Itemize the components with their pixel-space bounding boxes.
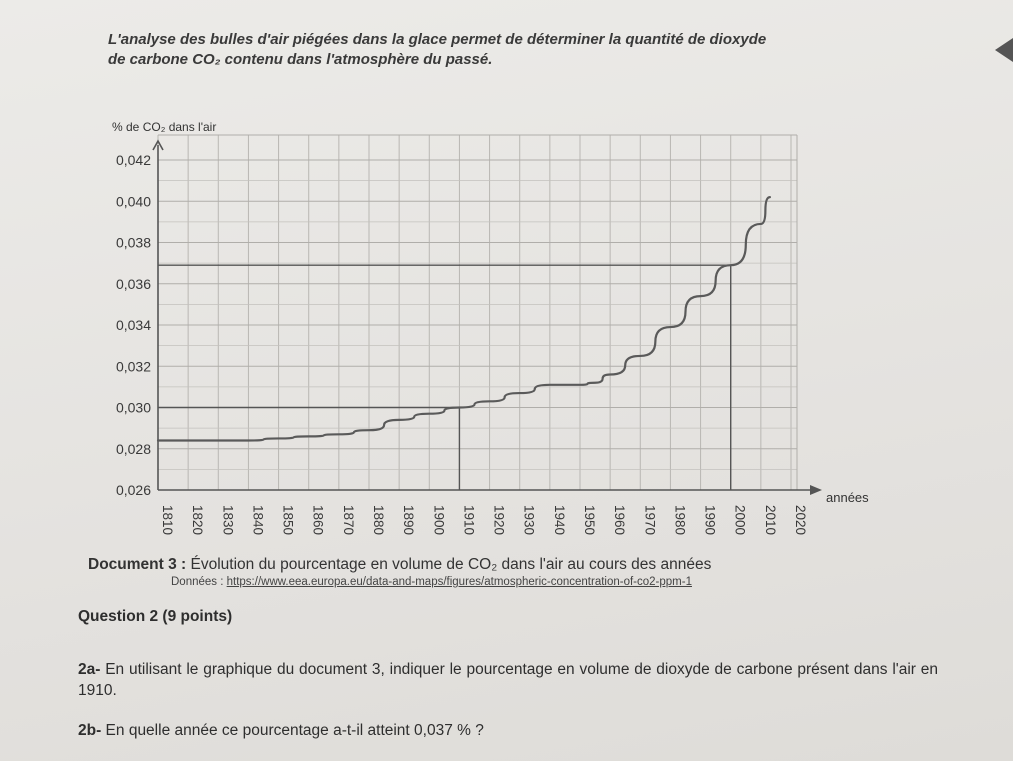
caption-text-before: Évolution du pourcentage en volume de (186, 556, 468, 573)
x-tick-label: 1860 (311, 505, 326, 535)
co2-chart-svg: 0,026 0,028 0,030 0,032 0,034 0,036 0,038 0,040… (112, 120, 869, 535)
y-axis-label-co2: CO₂ (143, 120, 166, 134)
y-tick-label: 0,042 (116, 152, 151, 168)
x-tick-label: 2000 (733, 505, 748, 535)
x-tick-label: 1910 (461, 505, 476, 535)
page-corner-mark (995, 38, 1013, 62)
x-tick-label: 2020 (793, 505, 808, 535)
reference-lines (158, 264, 732, 490)
intro-line1: L'analyse des bulles d'air piégées dans … (108, 31, 767, 48)
intro-text: L'analyse des bulles d'air piégées dans … (108, 30, 948, 70)
x-tick-label: 1850 (281, 505, 296, 535)
source-link[interactable]: https://www.eea.europa.eu/data-and-maps/… (226, 576, 692, 588)
series-lines (156, 196, 771, 442)
y-axis-arrow (152, 139, 164, 151)
question-2a-number: 2a- (78, 661, 101, 678)
question-2b: 2b- En quelle année ce pourcentage a-t-i… (78, 722, 484, 740)
data-source: Données : https://www.eea.europa.eu/data… (171, 576, 692, 588)
y-tick-label: 0,036 (116, 276, 151, 292)
x-tick-label: 1820 (190, 505, 205, 535)
question-2b-text: En quelle année ce pourcentage a-t-il at… (101, 722, 484, 739)
y-tick-label: 0,030 (116, 400, 151, 416)
x-tick-label: 1830 (220, 505, 235, 535)
y-tick-label: 0,028 (116, 441, 151, 457)
x-tick-label: 1880 (371, 505, 386, 535)
intro-co2: CO₂ (192, 51, 221, 68)
source-prefix: Données : (171, 576, 227, 588)
y-tick-labels: 0,026 0,028 0,030 0,032 0,034 0,036 0,038 0,040… (116, 152, 151, 498)
x-tick-label: 1940 (552, 505, 567, 535)
y-tick-label: 0,038 (116, 235, 151, 251)
document-caption: Document 3 : Évolution du pourcentage en… (88, 556, 908, 574)
x-tick-label: 1840 (250, 505, 265, 535)
x-tick-labels: 1810 1820 1830 1840 1850 1860 1870 1880 1890 1900… (160, 505, 808, 535)
question-2a-text: En utilisant le graphique du document 3,… (78, 661, 938, 699)
x-axis-arrow (810, 485, 822, 495)
y-tick-label: 0,026 (116, 482, 151, 498)
x-tick-label: 2010 (763, 505, 778, 535)
co2-series-line (156, 196, 771, 442)
question-title: Question 2 (9 points) (78, 608, 233, 625)
x-tick-label: 1990 (703, 505, 718, 535)
x-tick-label: 1870 (341, 505, 356, 535)
chart-grid (157, 134, 798, 491)
x-tick-label: 1920 (492, 505, 507, 535)
x-axis-label: années (826, 490, 869, 505)
caption-text-after: dans l'air au cours des années (497, 556, 712, 573)
x-tick-label: 1930 (522, 505, 537, 535)
x-tick-label: 1810 (160, 505, 175, 535)
x-tick-label: 1890 (401, 505, 416, 535)
y-axis-label-suffix: dans l'air (165, 120, 216, 134)
y-axis-label: % de CO₂ dans l'air (112, 120, 216, 134)
y-axis-label-prefix: % de (112, 120, 143, 134)
x-tick-label: 1900 (431, 505, 446, 535)
caption-co2: CO₂ (467, 556, 498, 573)
caption-label: Document 3 : (88, 556, 187, 573)
x-tick-label: 1950 (582, 505, 597, 535)
y-tick-label: 0,032 (116, 358, 151, 374)
intro-line2-suffix: contenu dans l'atmosphère du passé. (220, 51, 493, 68)
x-tick-label: 1970 (642, 505, 657, 535)
y-tick-label: 0,034 (116, 317, 151, 333)
x-tick-label: 1960 (612, 505, 627, 535)
intro-line2-prefix: de carbone (108, 51, 193, 68)
co2-chart: 0,026 0,028 0,030 0,032 0,034 0,036 0,038 0,040… (112, 120, 869, 535)
question-2b-number: 2b- (78, 722, 102, 739)
chart-axes (152, 139, 822, 495)
question-2a: 2a- En utilisant le graphique du documen… (78, 659, 938, 701)
x-tick-label: 1980 (672, 505, 687, 535)
y-tick-label: 0,040 (116, 193, 151, 209)
